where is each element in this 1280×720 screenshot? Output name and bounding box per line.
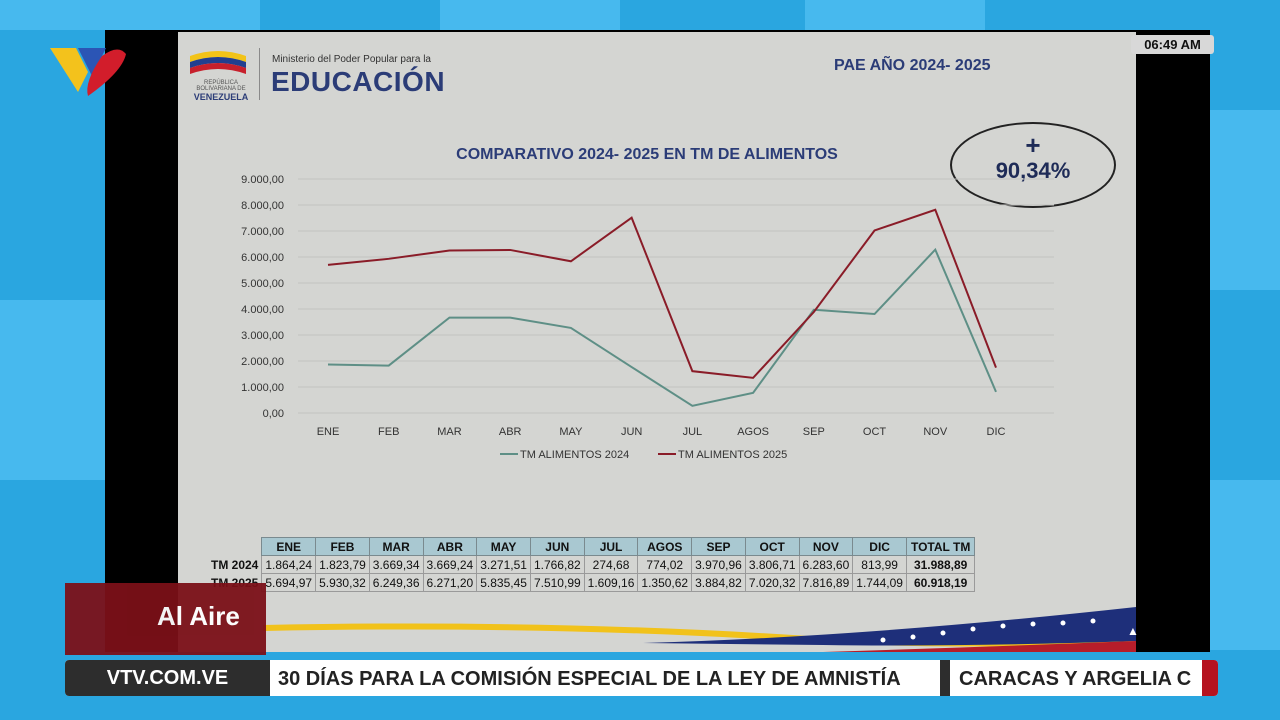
x-tick-label: MAR [437, 426, 462, 438]
ticker-headline: 30 DÍAS PARA LA COMISIÓN ESPECIAL DE LA … [278, 668, 901, 690]
ministry-republic-text: REPÚBLICA BOLIVARIANA DE [196, 80, 246, 92]
total-cell: 60.918,19 [905, 573, 976, 592]
table-header-cell: ENE [261, 537, 317, 556]
growth-plus: + [1025, 130, 1041, 160]
flag-wave-decoration [263, 607, 1136, 652]
series-line-2 [327, 208, 997, 379]
y-tick-label: 8.000,00 [241, 200, 284, 212]
y-tick-label: 3.000,00 [241, 330, 284, 342]
ticker-separator [940, 660, 950, 696]
table-cell: 6.271,20 [422, 573, 478, 592]
table-cell: 1.350,62 [637, 573, 693, 592]
table-cell: 1.744,09 [852, 573, 907, 592]
table-header-cell: MAY [476, 537, 531, 556]
y-tick-label: 4.000,00 [241, 304, 284, 316]
table-cell: 5.835,45 [476, 573, 531, 592]
x-tick-label: SEP [803, 426, 825, 438]
table-header-cell: TOTAL TM [905, 537, 976, 556]
table-header-cell: SEP [691, 537, 746, 556]
table-cell: 7.510,99 [529, 573, 585, 592]
table-cell: 7.020,32 [744, 573, 800, 592]
table-cell: 3.271,51 [476, 555, 531, 574]
x-tick-label: OCT [863, 426, 887, 438]
table-header-cell: DIC [852, 537, 907, 556]
mouse-pointer-icon: ▲ [1127, 624, 1139, 638]
table-header-cell: JUL [583, 537, 639, 556]
table-cell: 774,02 [637, 555, 693, 574]
ministry-country-text: VENEZUELA [193, 92, 249, 102]
line-chart: 0,00 1.000,00 2.000,00 3.000,00 4.000,00 5.00… [241, 174, 1054, 461]
table-cell: 1.823,79 [315, 555, 370, 574]
table-header-cell: MAR [368, 537, 424, 556]
table-cell: 3.884,82 [691, 573, 746, 592]
x-tick-label: ENE [317, 426, 340, 438]
y-tick-label: 6.000,00 [241, 252, 284, 264]
legend-label: TM ALIMENTOS 2024 [520, 449, 629, 461]
table-header-cell: AGOS [637, 537, 693, 556]
table-corner [210, 538, 262, 556]
ministry-name: EDUCACIÓN [271, 66, 446, 97]
venezuela-flag-icon [190, 51, 246, 74]
table-header-cell: JUN [529, 537, 585, 556]
presentation-slide: REPÚBLICA BOLIVARIANA DE VENEZUELA Minis… [178, 32, 1136, 652]
table-cell: 1.766,82 [529, 555, 585, 574]
table-cell: 3.669,24 [422, 555, 478, 574]
table-row: TM 2024 1.864,24 1.823,79 3.669,34 3.669,24 3… [210, 555, 976, 574]
total-cell: 31.988,89 [905, 555, 976, 574]
site-label: VTV.COM.VE [65, 660, 270, 696]
live-label: Al Aire [65, 583, 266, 655]
vtv-logo-icon [50, 48, 126, 96]
row-label: TM 2024 [211, 557, 259, 572]
x-tick-label: ABR [499, 426, 522, 438]
table-cell: 6.249,36 [368, 573, 424, 592]
x-tick-label: MAY [559, 426, 583, 438]
table-header-row: ENE FEB MAR ABR MAY JUN JUL AGOS SEP OCT NOV DIC TOT… [210, 537, 976, 556]
x-tick-label: JUL [683, 426, 703, 438]
program-title: PAE AÑO 2024- 2025 [834, 57, 991, 74]
header-divider [259, 48, 260, 100]
table-header-cell: OCT [744, 537, 800, 556]
table-cell: 813,99 [852, 555, 907, 574]
x-tick-label: AGOS [737, 426, 769, 438]
table-cell: 5.930,32 [315, 573, 370, 592]
table-header-cell: NOV [798, 537, 854, 556]
table-row: TM 20255.694,975.930,326.249,366.271,205… [210, 573, 976, 592]
y-tick-label: 5.000,00 [241, 278, 284, 290]
table-cell: 3.970,96 [691, 555, 746, 574]
y-tick-label: 9.000,00 [241, 174, 284, 186]
table-cell: 274,68 [583, 555, 639, 574]
y-tick-label: 7.000,00 [241, 226, 284, 238]
table-header-cell: ABR [422, 537, 478, 556]
y-tick-label: 2.000,00 [241, 356, 284, 368]
y-tick-label: 1.000,00 [241, 382, 284, 394]
ministry-line: Ministerio del Poder Popular para la [272, 54, 431, 65]
table-cell: 6.283,60 [798, 555, 854, 574]
table-cell: 7.816,89 [798, 573, 854, 592]
clock: 06:49 AM [1131, 35, 1214, 54]
data-table: ENE FEB MAR ABR MAY JUN JUL AGOS SEP OCT NOV DIC TOT… [210, 537, 976, 592]
ticker-end-cap [1202, 660, 1218, 696]
table-cell: 1.609,16 [583, 573, 639, 592]
ticker-next-headline: CARACAS Y ARGELIA C [959, 668, 1192, 690]
x-tick-label: NOV [923, 426, 948, 438]
chart-title: COMPARATIVO 2024- 2025 EN TM DE ALIMENTO… [456, 146, 838, 163]
series-line-1 [327, 247, 997, 407]
x-tick-label: JUN [621, 426, 642, 438]
table-cell: 3.806,71 [744, 555, 800, 574]
table-header-cell: FEB [315, 537, 370, 556]
table-cell: 5.694,97 [261, 573, 317, 592]
x-tick-label: FEB [378, 426, 399, 438]
y-tick-label: 0,00 [263, 408, 284, 420]
table-cell: 1.864,24 [261, 555, 317, 574]
legend-label: TM ALIMENTOS 2025 [678, 449, 787, 461]
x-tick-label: DIC [987, 426, 1006, 438]
table-cell: 3.669,34 [368, 555, 424, 574]
